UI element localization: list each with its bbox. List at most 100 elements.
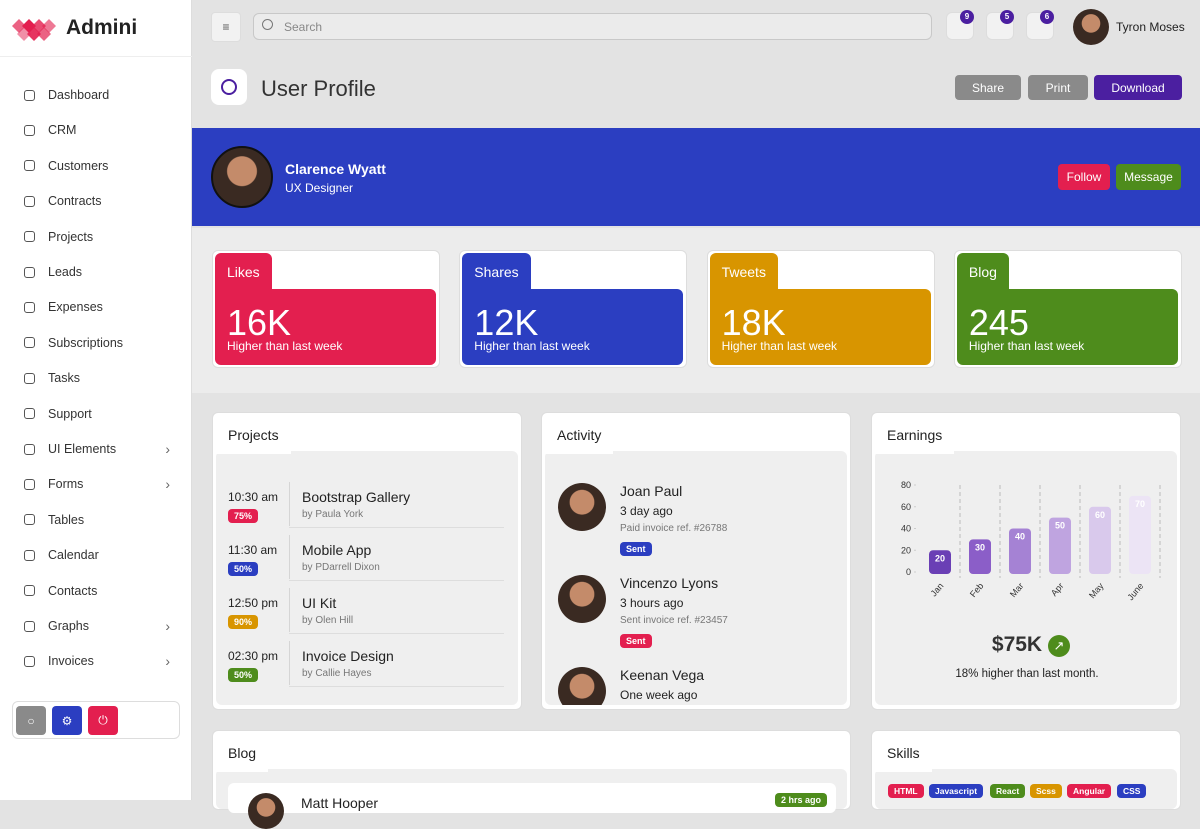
x-tick-label: June [1125,581,1145,602]
project-title: Mobile App [302,542,372,558]
follow-button[interactable]: Follow [1058,164,1110,190]
stat-box [709,289,931,365]
menu-item[interactable]: Calendar [24,548,174,562]
profile-button[interactable]: ○ [16,706,46,735]
blog-author: Matt Hooper [301,795,379,811]
menu-item[interactable]: CRM [24,123,174,137]
notification-badge: 6 [1040,10,1054,24]
menu-icon [24,549,35,561]
bar-label: 30 [975,542,985,552]
project-progress: 50% [228,562,259,576]
menu-item[interactable]: UI Elements › [24,441,174,457]
earnings-card: Earnings 0 20 40 60 80 20 Jan 30 Feb 40 Mar 50 Apr 60… [871,412,1181,710]
search-box[interactable]: Search [253,13,932,40]
menu-item[interactable]: Tables [24,513,174,527]
project-time: 02:30 pm [228,649,279,663]
menu-label: Forms [48,477,84,492]
stat-label: Shares [462,253,531,291]
stat-box [956,289,1178,365]
x-tick-label: Feb [968,581,986,599]
header-button[interactable]: Print [1028,75,1088,100]
menu-icon [24,478,35,490]
card-title: Activity [545,416,614,454]
skills-card: Skills HTML Javascript React Scss Angular CSS [871,730,1181,810]
row-separator [289,633,504,634]
submenu-arrow: › [165,618,170,634]
menu-item[interactable]: Expenses [24,300,174,314]
bar-label: 60 [1095,510,1105,520]
earnings-chart: 0 20 40 60 80 20 Jan 30 Feb 40 Mar 50 Apr 60 May 70 June [901,480,1161,602]
sidebar: Admini Dashboard CRM Customers Contracts Pro… [0,0,192,800]
skill-badge: HTML [888,784,924,798]
menu-icon [24,620,35,632]
user-avatar[interactable] [1073,9,1109,45]
x-tick-label: Jan [929,581,946,599]
project-progress: 90% [228,615,259,629]
skill-badge: Scss [1030,784,1062,798]
bar [969,539,991,574]
project-title: Invoice Design [302,648,394,664]
header-button[interactable]: Download [1094,75,1182,100]
stat-label: Tweets [709,253,778,291]
logout-button[interactable]: ⏻ [88,706,118,735]
menu-label: Tables [48,512,85,527]
stat-note: Higher than last week [721,339,837,353]
profile-banner [192,128,1200,226]
header-button[interactable]: Share [955,75,1021,100]
menu-icon [24,89,35,101]
menu-icon [24,337,35,349]
submenu-arrow: › [165,476,170,493]
menu-item[interactable]: Support [24,407,174,421]
menu-icon [24,231,35,243]
earnings-amount: $75K [991,633,1043,656]
search-icon [262,19,273,30]
menu-toggle[interactable]: ≡ [211,12,241,42]
stat-value: 18K [721,302,786,343]
menu-item[interactable]: Contacts [24,584,174,598]
menu-icon [24,655,35,667]
project-progress: 75% [228,509,259,523]
quick-actions [12,701,180,739]
activity-avatar [558,575,606,623]
bar [1129,495,1151,574]
menu-label: Contracts [48,194,102,209]
activity-status: Sent [620,634,652,648]
stat-label: Blog [956,253,1009,291]
menu-icon [24,514,35,526]
user-name: Tyron Moses [1116,20,1185,34]
menu-item[interactable]: Forms › [24,476,174,493]
menu-item[interactable]: Subscriptions [24,336,174,350]
activity-status: Sent [620,542,652,556]
card-title: Blog [216,734,269,772]
message-button[interactable]: Message [1116,164,1181,190]
menu-item[interactable]: Leads [24,265,174,279]
menu-icon [24,124,35,136]
submenu-arrow: › [165,653,170,670]
project-title: Bootstrap Gallery [302,489,411,505]
profile-name: Clarence Wyatt [285,161,386,177]
activity-time: One week ago [620,688,698,702]
menu-item[interactable]: Tasks [24,371,174,385]
stat-note: Higher than last week [474,339,590,353]
menu-item[interactable]: Projects [24,230,174,244]
row-separator [289,580,504,581]
logo-icon [12,19,56,41]
menu-item[interactable]: Invoices › [24,653,174,670]
blog-card: Blog Matt Hooper 2 hrs ago [212,730,851,829]
submenu-arrow: › [165,441,170,457]
bar [929,550,951,574]
skill-badge: Angular [1067,784,1112,798]
menu-icon [24,266,35,278]
trend-icon: ↗ [1048,635,1070,657]
menu-item[interactable]: Customers [24,159,174,173]
menu-item[interactable]: Graphs › [24,618,174,634]
menu-item[interactable]: Contracts [24,194,174,208]
brand: Admini [66,16,138,39]
settings-button[interactable]: ⚙ [52,706,82,735]
menu-icon [24,408,35,420]
y-tick-label: 60 [901,502,911,512]
menu-item[interactable]: Dashboard [24,88,174,102]
activity-name: Keenan Vega [620,667,705,683]
menu-label: Subscriptions [48,335,124,350]
